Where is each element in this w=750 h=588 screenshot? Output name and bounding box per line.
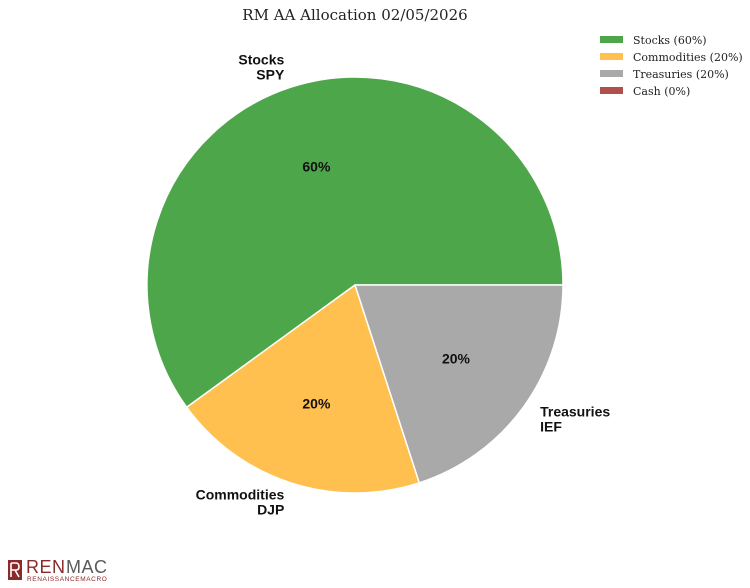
slice-label-stocks: Stocks SPY bbox=[238, 51, 285, 82]
logo-ren-text: REN bbox=[26, 557, 66, 577]
legend-swatch-commodities bbox=[600, 53, 623, 60]
legend: Stocks (60%) Commodities (20%) Treasuries … bbox=[600, 34, 743, 98]
renmac-logo-mark bbox=[8, 560, 22, 580]
legend-label-commodities: Commodities (20%) bbox=[633, 51, 743, 64]
legend-swatch-stocks bbox=[600, 36, 623, 43]
pct-label-stocks: 60% bbox=[302, 158, 331, 174]
slice-label-treasuries: Treasuries IEF bbox=[540, 404, 610, 435]
pie-slices bbox=[146, 76, 564, 494]
pie-slice-treasuries bbox=[354, 284, 564, 484]
pie-slice-labels: Stocks SPY Commodities DJP Treasuries IEF bbox=[196, 51, 611, 517]
logo-mac-text: MAC bbox=[66, 557, 108, 577]
legend-swatch-treasuries bbox=[600, 70, 623, 77]
pie-slice-commodities bbox=[185, 284, 421, 494]
logo-subtitle: RENAISSANCEMACRO bbox=[27, 576, 107, 583]
pct-label-commodities: 20% bbox=[302, 396, 331, 412]
legend-swatch-cash bbox=[600, 87, 623, 94]
renmac-logo: REN MAC RENAISSANCEMACRO bbox=[8, 557, 108, 583]
chart-title: RM AA Allocation 02/05/2026 bbox=[242, 6, 467, 24]
legend-label-treasuries: Treasuries (20%) bbox=[633, 68, 729, 81]
pie-percent-labels: 60% 20% 20% bbox=[302, 158, 470, 411]
legend-label-stocks: Stocks (60%) bbox=[633, 34, 707, 47]
slice-label-commodities: Commodities DJP bbox=[196, 487, 285, 518]
legend-label-cash: Cash (0%) bbox=[633, 85, 690, 98]
pct-label-treasuries: 20% bbox=[442, 350, 471, 366]
pie-slice-stocks bbox=[146, 76, 564, 409]
